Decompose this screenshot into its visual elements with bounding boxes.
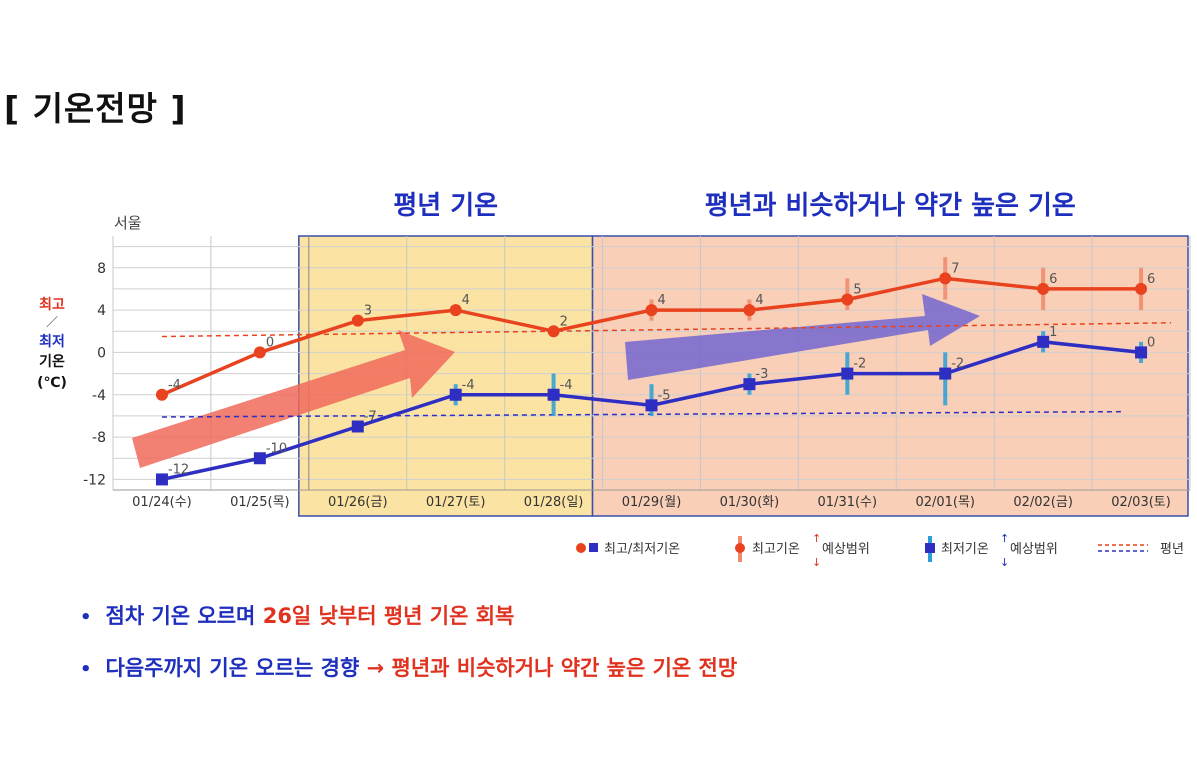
bullet-2-highlight: → 평년과 비슷하거나 약간 높은 기온 전망	[366, 656, 738, 680]
x-tick-label: 01/30(화)	[720, 495, 780, 510]
bullet-2-text: 다음주까지 기온 오르는 경향	[105, 656, 367, 680]
x-tick-label: 01/28(일)	[524, 495, 584, 510]
x-tick-label: 01/24(수)	[132, 495, 192, 510]
max-point	[351, 314, 364, 327]
ylabel-max: 최고	[39, 297, 65, 313]
max-data-label: 4	[755, 293, 763, 308]
min-point	[645, 399, 658, 412]
trend-arrow-left	[132, 330, 455, 468]
max-data-label: -4	[168, 378, 181, 393]
legend-arrow-up-icon: ↑	[1000, 532, 1009, 545]
min-point	[939, 367, 952, 380]
bullet-1: • 점차 기온 오르며 26일 낮부터 평년 기온 회복	[80, 596, 737, 648]
legend-max-range-marker	[735, 543, 745, 553]
max-point	[253, 346, 266, 359]
min-data-label: 1	[1049, 325, 1057, 340]
y-tick-label: 0	[97, 345, 106, 361]
x-tick-label: 02/01(목)	[915, 495, 975, 510]
normal-min-line	[161, 410, 1122, 418]
legend-item-3b: 예상범위	[1010, 542, 1058, 557]
max-data-label: 6	[1049, 272, 1057, 287]
max-point	[743, 304, 756, 317]
min-point	[841, 367, 854, 380]
min-data-label: -5	[658, 388, 671, 403]
ylabel-word: 기온	[39, 354, 65, 370]
max-data-label: 2	[560, 314, 568, 329]
trend-arrow-right	[625, 294, 980, 380]
min-point	[449, 388, 462, 401]
x-tick-label: 02/03(토)	[1111, 495, 1171, 510]
x-tick-label: 01/27(토)	[426, 495, 486, 510]
y-tick-label: -12	[83, 472, 106, 488]
bullet-dot: •	[80, 659, 92, 680]
ylabel-sep: ／	[46, 315, 58, 329]
min-point	[743, 378, 756, 391]
y-tick-label: 4	[97, 303, 106, 319]
min-data-label: -4	[462, 378, 475, 393]
min-point	[547, 388, 560, 401]
max-point	[449, 304, 462, 317]
max-point	[645, 304, 658, 317]
min-data-label: -2	[853, 357, 866, 372]
x-tick-label: 02/02(금)	[1013, 495, 1073, 510]
normal-max-line	[161, 322, 1172, 338]
min-data-label: -3	[755, 367, 768, 382]
max-point	[939, 272, 952, 285]
legend-min-marker	[589, 543, 598, 552]
legend-arrow-up-icon: ↑	[812, 532, 821, 545]
period-label-2: 평년과 비슷하거나 약간 높은 기온	[705, 191, 1076, 221]
min-data-label: -4	[560, 378, 573, 393]
max-data-label: 4	[462, 293, 470, 308]
min-data-label: 0	[1147, 335, 1155, 350]
min-point	[1135, 346, 1148, 359]
min-data-label: -7	[364, 410, 377, 425]
max-data-label: 6	[1147, 272, 1155, 287]
y-tick-label: -4	[92, 388, 106, 404]
ylabel-unit: (℃)	[37, 375, 67, 391]
legend-item-4: 평년	[1160, 542, 1184, 557]
max-data-label: 3	[364, 304, 372, 319]
y-tick-label: 8	[97, 261, 106, 277]
min-point	[253, 452, 266, 465]
min-data-label: -12	[168, 462, 189, 477]
bullet-dot: •	[80, 607, 92, 628]
bullet-2: • 다음주까지 기온 오르는 경향 → 평년과 비슷하거나 약간 높은 기온 전망	[80, 648, 737, 700]
min-point	[351, 420, 364, 433]
max-point	[1037, 282, 1050, 295]
legend-item-2b: 예상범위	[822, 542, 870, 557]
location-label: 서울	[114, 214, 142, 232]
period-label-1: 평년 기온	[393, 191, 498, 221]
y-tick-label: -8	[92, 430, 106, 446]
x-tick-label: 01/31(수)	[818, 495, 878, 510]
legend-item-1: 최고/최저기온	[604, 542, 680, 557]
bullet-1-text: 점차 기온 오르며	[105, 604, 263, 628]
legend-arrow-down-icon: ↓	[1000, 556, 1009, 569]
max-point	[841, 293, 854, 306]
temperature-chart: 평년 기온 평년과 비슷하거나 약간 높은 기온 -4 0 3 4 2 4 4 5 7 6 6 -12 -…	[37, 191, 1191, 569]
x-tick-label: 01/29(월)	[622, 495, 682, 510]
min-point	[1037, 335, 1050, 348]
max-data-label: 4	[658, 293, 666, 308]
legend-item-2: 최고기온	[752, 542, 800, 557]
x-tick-label: 01/25(목)	[230, 495, 290, 510]
max-point	[547, 325, 560, 338]
max-data-label: 0	[266, 335, 274, 350]
min-data-label: -2	[951, 357, 964, 372]
period-band-2	[591, 235, 1189, 517]
max-point	[1135, 282, 1148, 295]
max-data-label: 7	[951, 261, 959, 276]
max-data-label: 5	[853, 283, 861, 298]
min-point	[155, 473, 168, 486]
legend-max-marker	[576, 543, 586, 553]
legend-item-3: 최저기온	[941, 542, 989, 557]
x-tick-label: 01/26(금)	[328, 495, 388, 510]
min-data-label: -10	[266, 441, 287, 456]
summary-bullets: • 점차 기온 오르며 26일 낮부터 평년 기온 회복 • 다음주까지 기온 오르…	[80, 596, 737, 700]
ylabel-min: 최저	[39, 334, 65, 350]
bullet-1-highlight: 26일 낮부터 평년 기온 회복	[262, 604, 515, 628]
max-point	[155, 388, 168, 401]
legend-arrow-down-icon: ↓	[812, 556, 821, 569]
page-title: [ 기온전망 ]	[4, 89, 187, 128]
legend-min-range-marker	[925, 543, 935, 553]
